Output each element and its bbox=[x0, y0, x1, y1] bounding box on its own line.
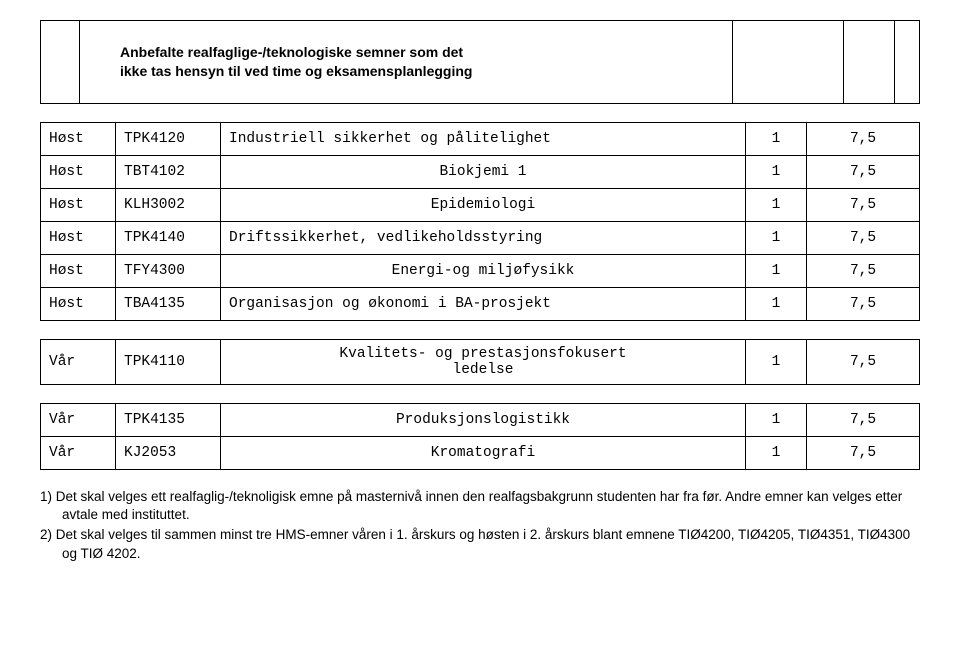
cell-sem: Høst bbox=[41, 123, 116, 156]
cell-sem: Høst bbox=[41, 255, 116, 288]
cell-n: 1 bbox=[746, 437, 807, 470]
cell-n: 1 bbox=[746, 123, 807, 156]
cell-code: KJ2053 bbox=[116, 437, 221, 470]
cell-code: KLH3002 bbox=[116, 189, 221, 222]
cell-n: 1 bbox=[746, 189, 807, 222]
cell-sem: Vår bbox=[41, 340, 116, 385]
cell-code: TPK4140 bbox=[116, 222, 221, 255]
header-line1: Anbefalte realfaglige-/teknologiske semn… bbox=[120, 44, 463, 60]
cell-title: Driftssikkerhet, vedlikeholdsstyring bbox=[221, 222, 746, 255]
cell-sp: 7,5 bbox=[807, 156, 920, 189]
course-block-1: Høst TPK4120 Industriell sikkerhet og på… bbox=[40, 122, 920, 321]
course-block-1-body: Høst TPK4120 Industriell sikkerhet og på… bbox=[41, 123, 920, 321]
header-col-end bbox=[895, 21, 920, 104]
cell-title: Organisasjon og økonomi i BA-prosjekt bbox=[221, 288, 746, 321]
cell-sem: Høst bbox=[41, 156, 116, 189]
cell-title: Energi-og miljøfysikk bbox=[221, 255, 746, 288]
course-block-3: Vår TPK4135 Produksjonslogistikk 1 7,5 V… bbox=[40, 403, 920, 470]
cell-code: TPK4120 bbox=[116, 123, 221, 156]
cell-sp: 7,5 bbox=[807, 437, 920, 470]
footnote-1: 1) Det skal velges ett realfaglig-/tekno… bbox=[40, 488, 920, 524]
cell-title: Kvalitets- og prestasjonsfokusert ledels… bbox=[221, 340, 746, 385]
cell-sp: 7,5 bbox=[807, 288, 920, 321]
table-row: Høst TBA4135 Organisasjon og økonomi i B… bbox=[41, 288, 920, 321]
cell-n: 1 bbox=[746, 255, 807, 288]
table-row: Høst KLH3002 Epidemiologi 1 7,5 bbox=[41, 189, 920, 222]
table-row: Høst TBT4102 Biokjemi 1 1 7,5 bbox=[41, 156, 920, 189]
cell-sp: 7,5 bbox=[807, 123, 920, 156]
table-row: Vår KJ2053 Kromatografi 1 7,5 bbox=[41, 437, 920, 470]
cell-sem: Høst bbox=[41, 222, 116, 255]
header-title-cell: Anbefalte realfaglige-/teknologiske semn… bbox=[80, 21, 733, 104]
table-row: Høst TPK4120 Industriell sikkerhet og på… bbox=[41, 123, 920, 156]
cell-sp: 7,5 bbox=[807, 340, 920, 385]
cell-sem: Høst bbox=[41, 288, 116, 321]
cell-n: 1 bbox=[746, 156, 807, 189]
cell-title: Produksjonslogistikk bbox=[221, 404, 746, 437]
cell-n: 1 bbox=[746, 288, 807, 321]
header-spacer-left bbox=[41, 21, 80, 104]
cell-sp: 7,5 bbox=[807, 189, 920, 222]
header-col-mid bbox=[733, 21, 844, 104]
cell-code: TPK4135 bbox=[116, 404, 221, 437]
cell-code: TBT4102 bbox=[116, 156, 221, 189]
cell-n: 1 bbox=[746, 404, 807, 437]
cell-n: 1 bbox=[746, 340, 807, 385]
header-line2: ikke tas hensyn til ved time og eksamens… bbox=[120, 63, 472, 79]
footnotes: 1) Det skal velges ett realfaglig-/tekno… bbox=[40, 488, 920, 563]
cell-sem: Høst bbox=[41, 189, 116, 222]
header-col-narrow bbox=[844, 21, 895, 104]
course-block-2: Vår TPK4110 Kvalitets- og prestasjonsfok… bbox=[40, 339, 920, 385]
cell-title: Epidemiologi bbox=[221, 189, 746, 222]
cell-title: Kromatografi bbox=[221, 437, 746, 470]
cell-code: TFY4300 bbox=[116, 255, 221, 288]
cell-code: TPK4110 bbox=[116, 340, 221, 385]
header-frame: Anbefalte realfaglige-/teknologiske semn… bbox=[40, 20, 920, 104]
cell-sp: 7,5 bbox=[807, 255, 920, 288]
cell-n: 1 bbox=[746, 222, 807, 255]
table-row: Høst TPK4140 Driftssikkerhet, vedlikehol… bbox=[41, 222, 920, 255]
table-row: Høst TFY4300 Energi-og miljøfysikk 1 7,5 bbox=[41, 255, 920, 288]
table-row: Vår TPK4110 Kvalitets- og prestasjonsfok… bbox=[41, 340, 920, 385]
cell-sp: 7,5 bbox=[807, 222, 920, 255]
cell-title: Biokjemi 1 bbox=[221, 156, 746, 189]
cell-sem: Vår bbox=[41, 437, 116, 470]
cell-code: TBA4135 bbox=[116, 288, 221, 321]
cell-sem: Vår bbox=[41, 404, 116, 437]
cell-sp: 7,5 bbox=[807, 404, 920, 437]
footnote-2: 2) Det skal velges til sammen minst tre … bbox=[40, 526, 920, 562]
table-row: Vår TPK4135 Produksjonslogistikk 1 7,5 bbox=[41, 404, 920, 437]
header-text: Anbefalte realfaglige-/teknologiske semn… bbox=[80, 37, 732, 87]
cell-title: Industriell sikkerhet og pålitelighet bbox=[221, 123, 746, 156]
